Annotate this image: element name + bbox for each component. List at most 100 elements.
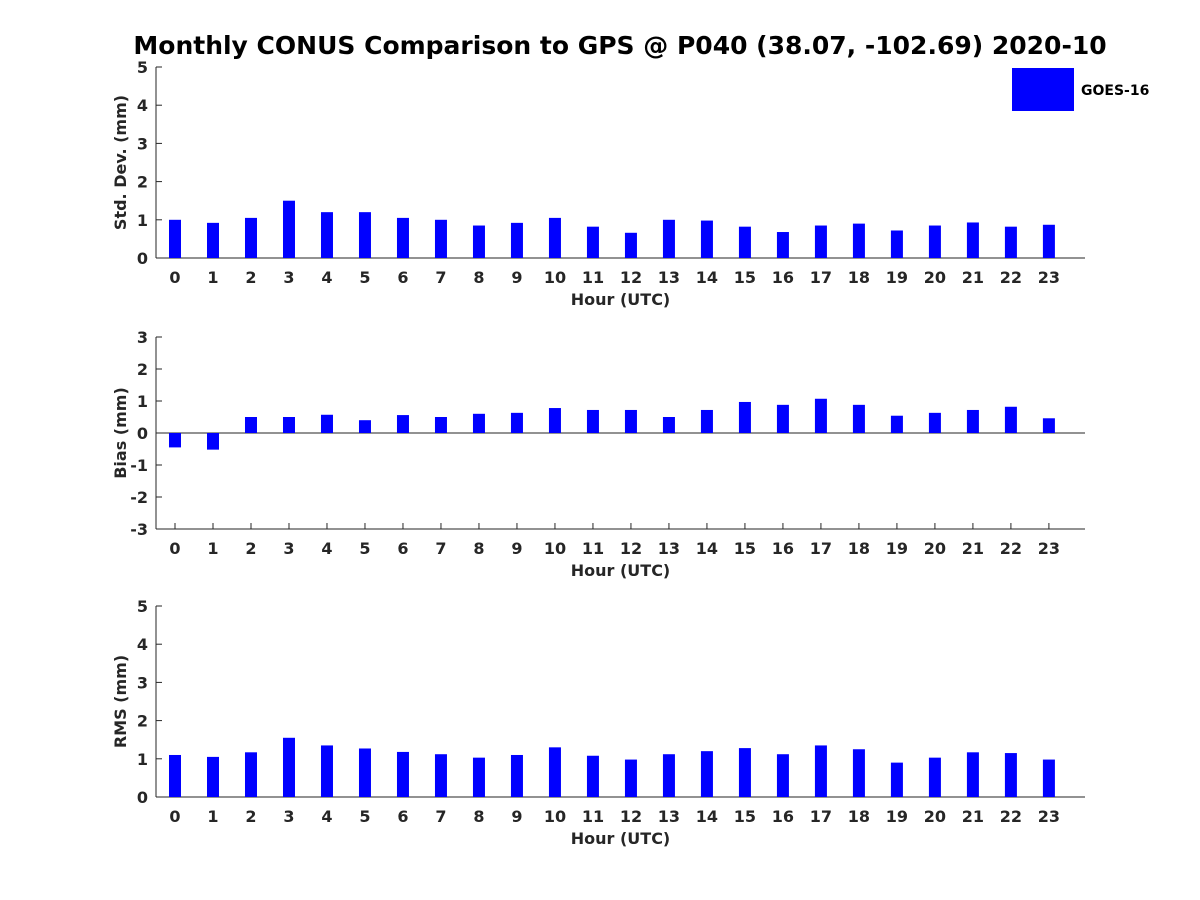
- bar: [168, 754, 181, 797]
- x-tick-label: 3: [283, 807, 294, 826]
- x-tick-label: 16: [772, 268, 794, 287]
- x-tick-label: 8: [473, 807, 484, 826]
- legend-swatch: [1012, 68, 1074, 111]
- bar: [738, 226, 751, 258]
- bar: [852, 404, 865, 433]
- x-tick-label: 6: [397, 539, 408, 558]
- x-axis-label: Hour (UTC): [571, 290, 671, 309]
- x-tick-label: 15: [734, 807, 756, 826]
- x-tick-label: 0: [169, 807, 180, 826]
- x-tick-label: 3: [283, 539, 294, 558]
- y-tick-label: 0: [137, 788, 148, 807]
- x-tick-label: 9: [511, 539, 522, 558]
- bar: [358, 748, 371, 797]
- bar: [776, 232, 789, 258]
- bar: [966, 409, 979, 433]
- x-tick-label: 12: [620, 268, 642, 287]
- bar: [1004, 226, 1017, 258]
- x-tick-label: 11: [582, 807, 604, 826]
- y-tick-label: 4: [137, 96, 148, 115]
- x-tick-label: 22: [1000, 268, 1022, 287]
- x-tick-label: 14: [696, 807, 718, 826]
- bar: [814, 398, 827, 433]
- bar: [168, 219, 181, 258]
- bar: [282, 417, 295, 433]
- x-tick-label: 11: [582, 268, 604, 287]
- x-tick-label: 15: [734, 539, 756, 558]
- x-tick-label: 18: [848, 807, 870, 826]
- x-tick-label: 23: [1038, 807, 1060, 826]
- bar: [510, 222, 523, 258]
- bar: [206, 222, 219, 258]
- x-tick-label: 6: [397, 268, 408, 287]
- y-tick-label: 0: [137, 249, 148, 268]
- legend: GOES-16: [1012, 68, 1149, 111]
- x-tick-label: 10: [544, 807, 566, 826]
- y-tick-label: 3: [137, 673, 148, 692]
- x-tick-label: 21: [962, 539, 984, 558]
- x-tick-label: 10: [544, 268, 566, 287]
- bar: [1042, 224, 1055, 258]
- x-tick-label: 19: [886, 807, 908, 826]
- x-tick-label: 9: [511, 807, 522, 826]
- x-tick-label: 8: [473, 539, 484, 558]
- x-tick-label: 1: [207, 268, 218, 287]
- x-tick-label: 19: [886, 539, 908, 558]
- y-tick-label: 3: [137, 134, 148, 153]
- bar: [586, 409, 599, 433]
- x-tick-label: 16: [772, 539, 794, 558]
- bar: [928, 757, 941, 797]
- y-axis-label: Std. Dev. (mm): [111, 95, 130, 230]
- x-tick-label: 1: [207, 807, 218, 826]
- bar: [472, 757, 485, 797]
- bar: [738, 748, 751, 797]
- y-tick-label: 0: [137, 424, 148, 443]
- bar: [358, 420, 371, 433]
- bar: [244, 217, 257, 258]
- x-tick-label: 2: [245, 268, 256, 287]
- y-tick-label: -2: [130, 488, 148, 507]
- bar: [510, 754, 523, 797]
- y-tick-label: 5: [137, 58, 148, 77]
- y-axis-label: RMS (mm): [111, 655, 130, 748]
- y-tick-label: 1: [137, 750, 148, 769]
- x-tick-label: 14: [696, 268, 718, 287]
- y-tick-label: 3: [137, 328, 148, 347]
- x-tick-label: 12: [620, 539, 642, 558]
- bar: [1042, 418, 1055, 433]
- bar: [434, 417, 447, 433]
- x-tick-label: 11: [582, 539, 604, 558]
- x-tick-label: 17: [810, 268, 832, 287]
- bar: [548, 747, 561, 797]
- x-tick-label: 4: [321, 268, 332, 287]
- bar: [890, 230, 903, 258]
- x-tick-label: 7: [435, 268, 446, 287]
- legend-label: GOES-16: [1081, 83, 1149, 99]
- bar: [662, 754, 675, 797]
- y-tick-label: 1: [137, 211, 148, 230]
- y-tick-label: 1: [137, 392, 148, 411]
- x-tick-label: 17: [810, 539, 832, 558]
- bar: [168, 433, 181, 448]
- bar: [890, 762, 903, 797]
- x-tick-label: 21: [962, 807, 984, 826]
- x-tick-label: 2: [245, 539, 256, 558]
- x-tick-label: 17: [810, 807, 832, 826]
- bar: [624, 759, 637, 797]
- x-tick-label: 4: [321, 807, 332, 826]
- bar: [1042, 759, 1055, 797]
- x-tick-label: 8: [473, 268, 484, 287]
- x-tick-label: 14: [696, 539, 718, 558]
- y-tick-label: 2: [137, 712, 148, 731]
- x-tick-label: 20: [924, 807, 946, 826]
- x-axis-label: Hour (UTC): [571, 561, 671, 580]
- bar: [396, 751, 409, 797]
- bar: [244, 752, 257, 797]
- bar: [358, 212, 371, 258]
- x-tick-label: 23: [1038, 268, 1060, 287]
- bar: [852, 749, 865, 797]
